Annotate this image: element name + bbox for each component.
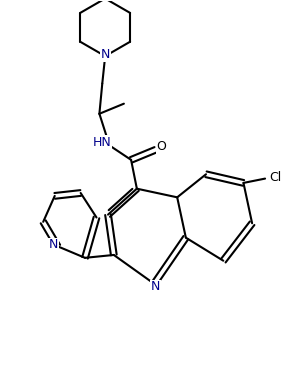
Text: N: N <box>101 48 110 61</box>
Text: N: N <box>49 239 58 251</box>
Text: HN: HN <box>93 136 112 149</box>
Text: O: O <box>156 141 166 153</box>
Text: Cl: Cl <box>269 171 281 184</box>
Text: N: N <box>151 280 160 293</box>
